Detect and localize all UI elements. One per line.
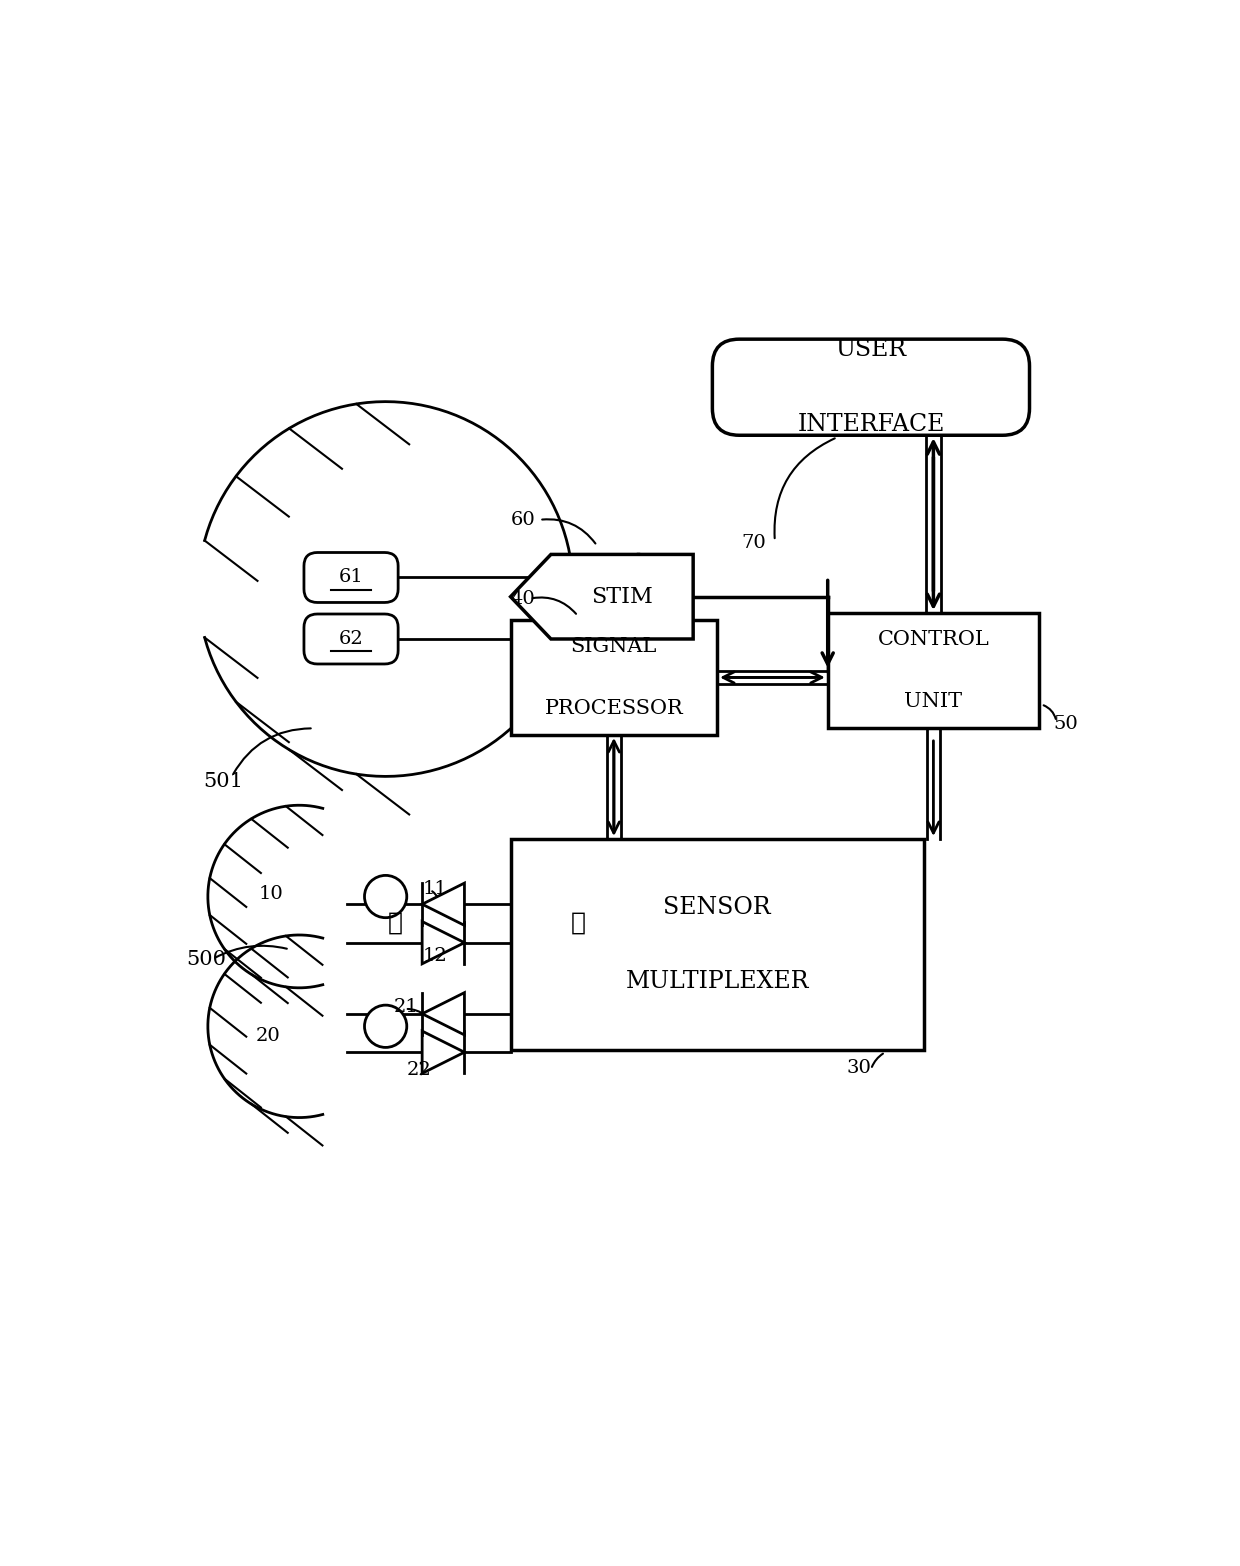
Text: SIGNAL

PROCESSOR: SIGNAL PROCESSOR [544,637,683,717]
FancyBboxPatch shape [304,614,398,664]
Polygon shape [422,1030,465,1073]
FancyBboxPatch shape [712,340,1029,435]
Polygon shape [422,993,465,1035]
Text: ⋮: ⋮ [570,911,585,935]
Text: ⋮: ⋮ [388,911,403,935]
Polygon shape [511,554,693,639]
Polygon shape [422,921,465,963]
Bar [828,612,1039,728]
Text: STIM: STIM [591,586,653,608]
Text: 21: 21 [393,998,418,1016]
Text: 62: 62 [339,630,363,648]
Polygon shape [422,883,465,926]
Text: 70: 70 [742,534,766,551]
Text: 500: 500 [187,949,227,968]
Text: 60: 60 [511,511,536,529]
Text: 10: 10 [259,885,284,902]
Text: SENSOR

MULTIPLEXER: SENSOR MULTIPLEXER [625,896,808,993]
Circle shape [365,1005,407,1048]
Text: 40: 40 [511,590,536,608]
Text: 20: 20 [255,1027,280,1045]
Text: CONTROL

UNIT: CONTROL UNIT [878,630,990,711]
Text: 50: 50 [1054,714,1079,733]
FancyBboxPatch shape [304,553,398,603]
Bar [511,839,924,1051]
Text: 11: 11 [422,880,446,897]
Circle shape [365,875,407,918]
Text: 30: 30 [847,1059,872,1076]
Bar [511,620,717,734]
Text: 61: 61 [339,568,363,587]
Text: 12: 12 [422,947,446,965]
Text: 501: 501 [203,772,243,791]
Text: 22: 22 [407,1060,432,1079]
Text: USER

INTERFACE: USER INTERFACE [797,338,945,435]
